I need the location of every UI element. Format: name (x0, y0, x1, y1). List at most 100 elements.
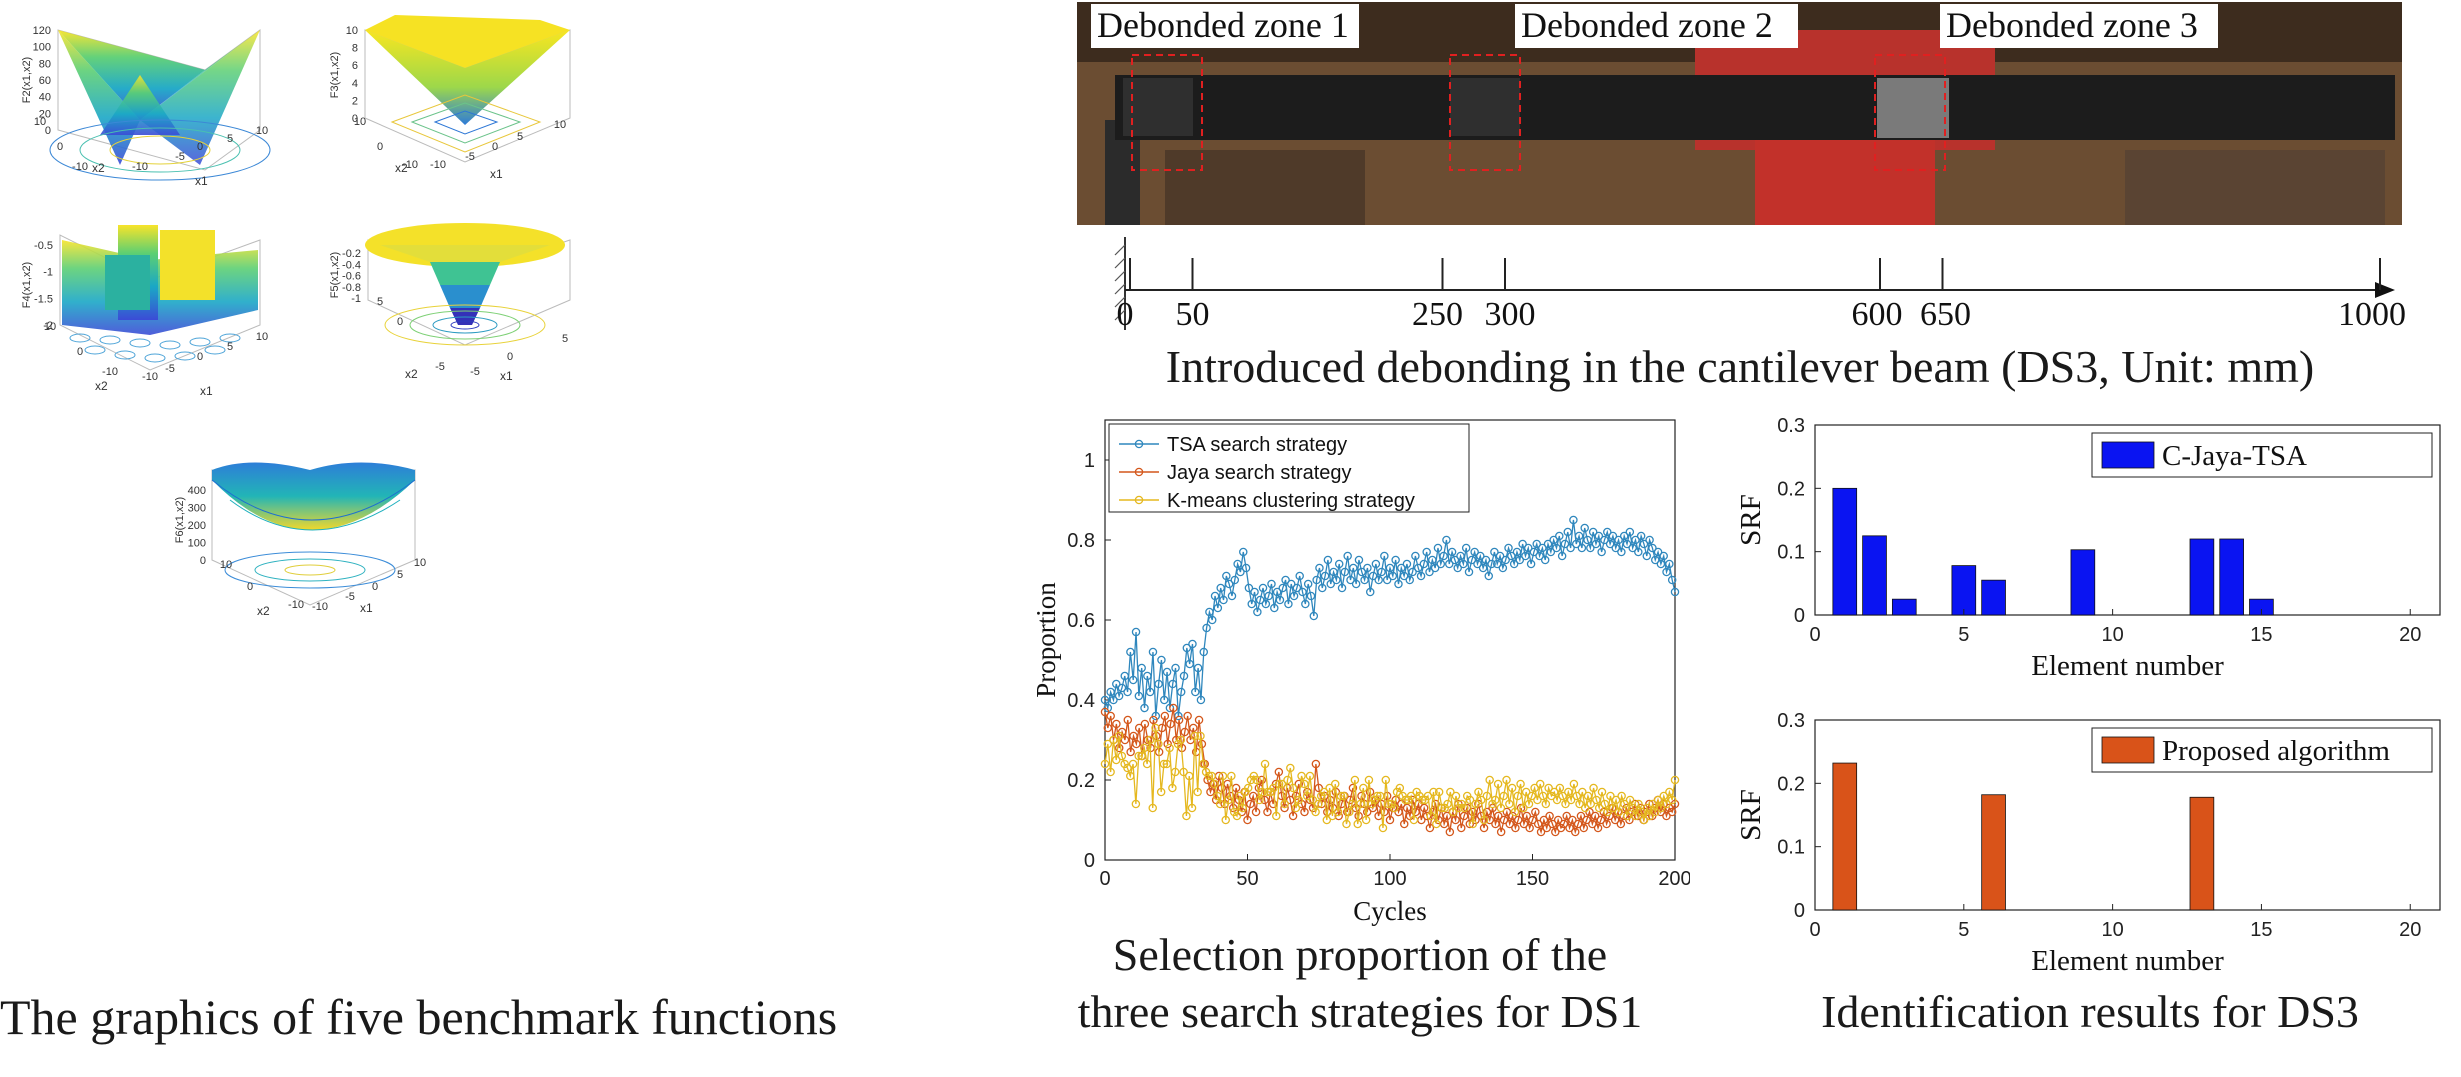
series-marker (1425, 567, 1434, 577)
ztick-label: 10 (346, 25, 358, 37)
series-marker (1224, 579, 1234, 589)
series-marker (1650, 555, 1660, 565)
series-marker (1142, 759, 1152, 769)
series-marker (1519, 819, 1529, 829)
zone-label-3: Debonded zone 3 (1946, 5, 2198, 45)
series-marker (1289, 591, 1299, 601)
series-marker (1264, 591, 1273, 601)
series-marker (1162, 759, 1172, 769)
y-tick-label: 0.3 (1777, 415, 1805, 437)
series-marker (1474, 787, 1483, 797)
series-marker (1464, 567, 1474, 577)
series-marker (1100, 695, 1110, 705)
series-marker (1320, 571, 1330, 581)
series-marker (1342, 819, 1351, 829)
series-marker (1311, 759, 1321, 769)
series-marker (1399, 819, 1409, 829)
yaxis-label: x2 (395, 161, 408, 175)
series-marker (1502, 807, 1512, 817)
ztick-label: 0 (200, 555, 206, 567)
series-marker (1648, 799, 1657, 809)
ztick-label: 100 (33, 42, 51, 54)
series-marker (1542, 823, 1552, 833)
series-marker (1126, 747, 1135, 757)
ztick-label: 4 (352, 78, 358, 90)
series-marker (1270, 603, 1279, 613)
series-marker (1246, 799, 1255, 809)
series-marker (1583, 791, 1593, 801)
series-marker (1239, 547, 1248, 557)
ztick-label: -1 (43, 267, 53, 279)
series-marker (1631, 535, 1640, 545)
series-marker (1459, 559, 1468, 569)
series-marker (1106, 767, 1115, 777)
ytick-label: -10 (402, 159, 418, 171)
series-marker (1625, 527, 1635, 537)
series-marker (1163, 739, 1172, 749)
series-marker (1306, 591, 1316, 601)
series-marker (1215, 799, 1225, 809)
series-marker (1573, 819, 1583, 829)
series-marker (1284, 599, 1293, 609)
series-marker (1580, 523, 1589, 533)
series-marker (1511, 823, 1520, 833)
ytick-label: 0 (57, 141, 63, 153)
series-marker (1448, 807, 1458, 817)
series-marker (1586, 543, 1595, 553)
series-marker (1294, 795, 1303, 805)
series-marker (1312, 575, 1321, 585)
series-marker (1433, 543, 1443, 553)
series-marker (1656, 803, 1666, 813)
benchmark-f6 (211, 462, 416, 606)
series-marker (1368, 803, 1378, 813)
series-marker (1283, 775, 1292, 785)
series-marker (1411, 551, 1420, 561)
series-marker (1103, 723, 1113, 733)
xtick-label: 10 (554, 119, 566, 131)
series-marker (1401, 795, 1410, 805)
series-marker (1611, 795, 1621, 805)
series-marker (1157, 655, 1166, 665)
xtick-label: -5 (465, 151, 475, 163)
caption-proportion-1: Selection proportion of the (1112, 929, 1608, 980)
series-marker (1160, 695, 1169, 705)
ytick-label: 0 (77, 346, 83, 358)
benchmark-f2 (49, 29, 271, 181)
series-marker (1476, 551, 1485, 561)
series-marker (1594, 531, 1604, 541)
ytick-label: -10 (288, 599, 304, 611)
srf-chart-top: 0 5 10 15 20 0 0.1 0.2 0.3 Element number SRF C-Jay… (1720, 410, 2460, 700)
series-marker (1243, 815, 1252, 825)
series-marker (1445, 827, 1455, 837)
series-marker (1221, 815, 1230, 825)
x-tick-label: 15 (2250, 919, 2272, 941)
ztick-label: 40 (39, 92, 51, 104)
xtick-label: -5 (165, 363, 175, 375)
series-marker (1365, 587, 1375, 597)
series-marker (1576, 811, 1586, 821)
series-marker (1432, 819, 1441, 829)
series-marker (1426, 811, 1435, 821)
series-marker (1648, 543, 1657, 553)
series-marker (1179, 767, 1188, 777)
y-tick-label: 0.2 (1777, 773, 1805, 795)
series-marker (1456, 551, 1465, 561)
series-marker (1143, 671, 1152, 681)
series-marker (1544, 783, 1553, 793)
ztick-label: -0.5 (34, 240, 53, 252)
series-marker (1251, 807, 1261, 817)
series-marker (1368, 571, 1378, 581)
series-marker (1467, 555, 1477, 565)
series-marker (1250, 587, 1259, 597)
series-marker (1560, 539, 1570, 549)
series-marker (1569, 515, 1578, 525)
debonded-box-3 (1874, 54, 1946, 171)
series-marker (1589, 783, 1598, 793)
series-marker (1196, 731, 1205, 741)
series-marker (1100, 759, 1110, 769)
ztick-label: 0 (352, 113, 358, 125)
series-marker (1160, 711, 1170, 721)
series-marker (1148, 803, 1157, 813)
series-marker (1145, 687, 1155, 697)
series-marker (1662, 799, 1671, 809)
